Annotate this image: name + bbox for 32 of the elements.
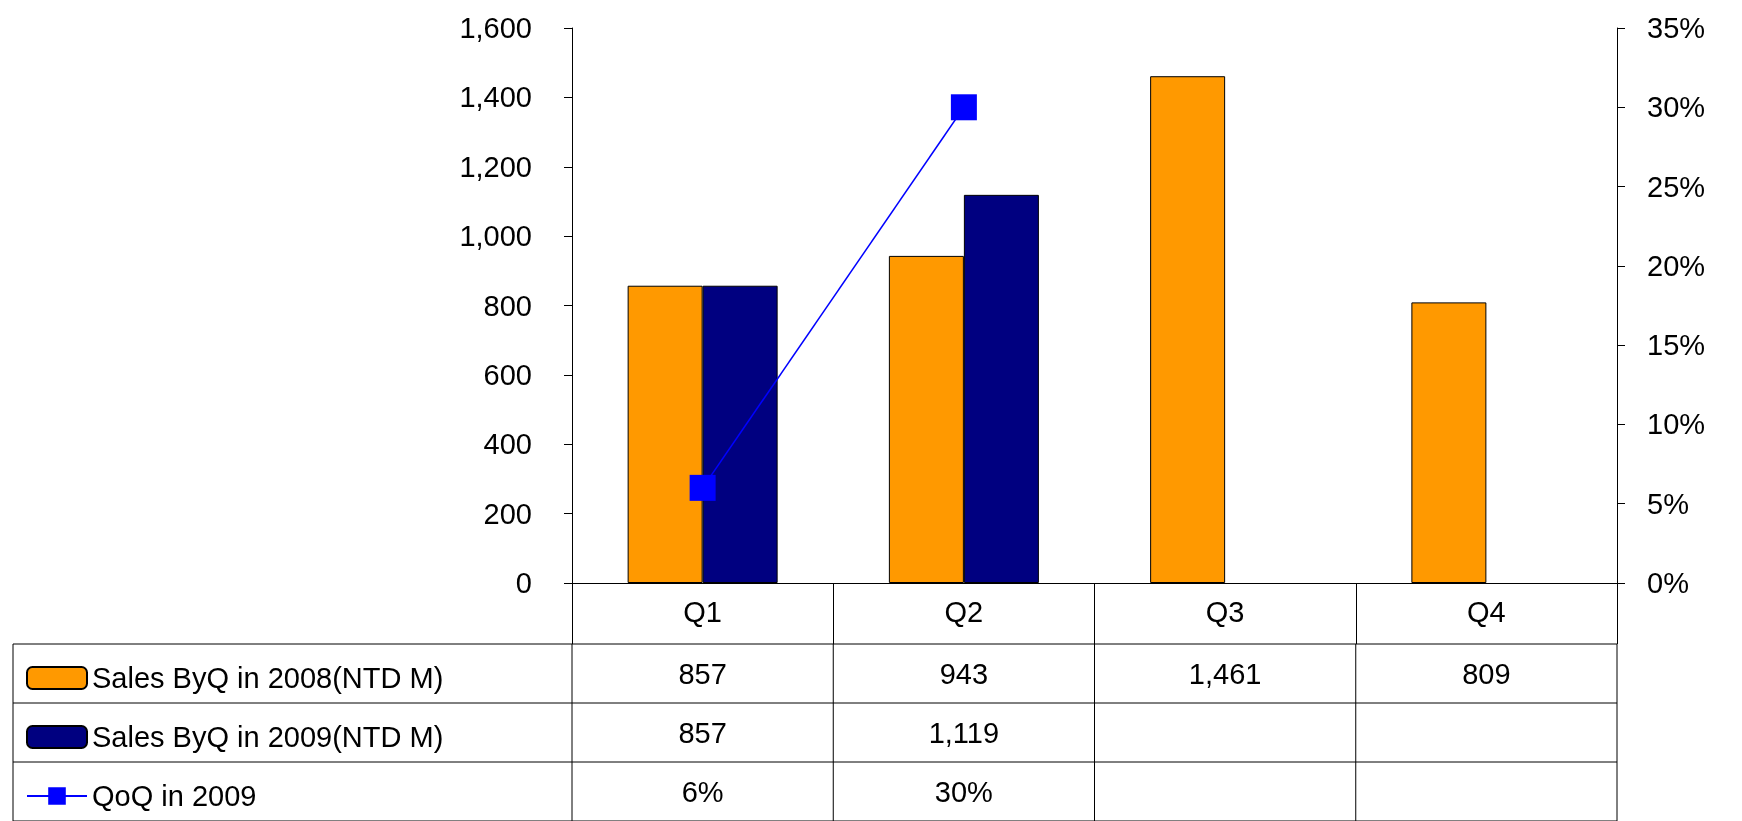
data-label: 857: [678, 716, 727, 749]
y2-tick-label: 30%: [1647, 91, 1706, 124]
data-label: 809: [1462, 657, 1511, 690]
y2-tick-label: 20%: [1647, 249, 1706, 282]
y-tick-label: 1,000: [459, 220, 532, 253]
data-label: 6%: [681, 775, 724, 808]
y-tick-label: 0: [515, 567, 532, 599]
y2-tick-label: 25%: [1647, 170, 1706, 203]
y2-tick-label: 15%: [1647, 329, 1706, 362]
y-tick-label: 1,600: [459, 12, 532, 44]
x-tick-label: Q1: [683, 595, 722, 628]
y-tick-label: 1,200: [459, 150, 532, 183]
data-label: 857: [678, 657, 727, 690]
y-tick-label: 800: [483, 289, 532, 322]
legend-label: QoQ in 2009: [92, 780, 257, 812]
legend-label: Sales ByQ in 2009(NTD M): [92, 721, 444, 753]
data-label: 943: [939, 657, 989, 690]
y-tick-label: 1,400: [459, 81, 532, 114]
y2-tick-label: 0%: [1647, 567, 1689, 599]
y2-tick-label: 10%: [1647, 408, 1706, 441]
y2-tick-label: 5%: [1647, 487, 1689, 520]
x-tick-label: Q2: [944, 595, 984, 628]
data-label: 1,119: [928, 716, 1000, 749]
x-tick-label: Q4: [1467, 595, 1506, 628]
data-label: 1,461: [1188, 657, 1262, 690]
y-tick-label: 600: [483, 358, 532, 391]
y-tick-label: 200: [483, 497, 532, 530]
x-tick-label: Q3: [1205, 595, 1245, 628]
y-tick-label: 400: [483, 428, 532, 461]
y2-tick-label: 35%: [1647, 12, 1706, 44]
data-label: 30%: [934, 775, 993, 808]
legend-label: Sales ByQ in 2008(NTD M): [92, 662, 444, 694]
